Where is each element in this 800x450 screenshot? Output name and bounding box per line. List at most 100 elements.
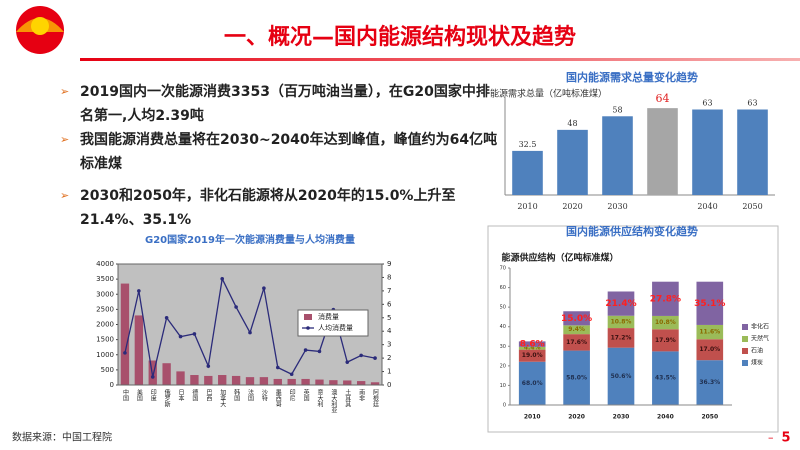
line-marker xyxy=(164,315,169,320)
share-label: 17.6% xyxy=(566,339,587,346)
bar xyxy=(692,109,723,195)
bar xyxy=(218,375,227,385)
bar xyxy=(245,377,255,385)
x-tick-label: 英国 xyxy=(302,388,309,402)
x-tick-label: 韩国 xyxy=(233,388,240,402)
chart-title: G20国家2019年一次能源消费量与人均消费量 xyxy=(145,233,355,246)
x-tick-label: 2050 xyxy=(742,202,762,211)
y-tick-label: 0 xyxy=(110,381,114,389)
y-tick-label: 500 xyxy=(101,366,114,374)
bar xyxy=(148,360,157,385)
y-tick-label: 3000 xyxy=(96,290,114,298)
y2-tick-label: 0 xyxy=(387,381,391,389)
bar-segment xyxy=(518,346,546,350)
share-label: 17.0% xyxy=(699,346,720,353)
x-tick-label: 美国 xyxy=(135,388,142,402)
legend-label: 煤炭 xyxy=(751,359,763,367)
share-label: 58.0% xyxy=(566,374,587,381)
y2-tick-label: 2 xyxy=(387,354,391,362)
x-tick-label: 澳大利亚 xyxy=(330,388,337,413)
logo xyxy=(16,6,64,54)
x-tick-label: 墨西哥 xyxy=(274,389,281,408)
share-label: 9.4% xyxy=(568,326,585,333)
x-tick-label: 巴西 xyxy=(205,389,212,402)
bullet: 2030和2050年，非化石能源将从2020年的15.0%上升至21.4%、35… xyxy=(60,184,500,232)
share-label: 17.9% xyxy=(655,337,676,344)
share-label: 10.8% xyxy=(655,319,676,326)
y-tick-label: 40 xyxy=(500,324,506,330)
legend-swatch xyxy=(742,360,748,366)
legend-swatch xyxy=(742,336,748,342)
chart-frame xyxy=(487,225,779,433)
line-marker xyxy=(178,334,183,339)
line-marker xyxy=(192,332,197,336)
line-marker xyxy=(262,286,266,291)
y-tick-label: 1000 xyxy=(96,351,114,359)
bar-segment xyxy=(696,360,724,405)
bar-segment xyxy=(563,311,590,326)
bar xyxy=(329,380,338,385)
y-tick-label: 20 xyxy=(500,363,506,369)
bar xyxy=(647,108,678,195)
data-label: 48 xyxy=(567,119,577,128)
data-label: 58 xyxy=(612,105,622,114)
bar-segment xyxy=(518,349,546,362)
y2-tick-label: 8 xyxy=(387,273,391,281)
line-marker xyxy=(234,305,238,309)
legend-label: 消费量 xyxy=(318,312,339,321)
page-dash: – xyxy=(768,431,774,444)
share-label: 19.0% xyxy=(522,352,543,359)
y2-tick-label: 3 xyxy=(387,341,391,349)
bar xyxy=(134,315,144,385)
source: 数据来源：中国工程院 xyxy=(12,431,112,444)
bar xyxy=(315,379,324,385)
bar-segment xyxy=(607,347,635,405)
bar xyxy=(190,375,199,385)
bar-segment xyxy=(696,339,724,361)
share-label: 36.3% xyxy=(699,379,720,386)
y-axis-label: 能源需求总量（亿吨标准煤） xyxy=(490,88,607,100)
bar xyxy=(602,116,633,195)
y-tick-label: 60 xyxy=(500,285,506,291)
bar xyxy=(120,283,130,385)
x-tick-label: 2020 xyxy=(562,202,582,211)
data-label: 64 xyxy=(656,92,670,105)
x-tick-label: 2040 xyxy=(657,414,674,421)
x-tick-label: 阿根廷 xyxy=(372,388,379,408)
bar-segment xyxy=(652,351,679,405)
x-tick-label: 2030 xyxy=(607,202,627,211)
line-marker xyxy=(275,365,280,370)
y2-tick-label: 1 xyxy=(387,368,391,376)
bar-segment xyxy=(607,328,635,348)
x-tick-label: 2020 xyxy=(568,414,585,421)
line-marker xyxy=(359,353,363,358)
bar xyxy=(301,378,310,385)
bar xyxy=(370,382,380,385)
line-marker xyxy=(220,276,225,281)
legend-swatch xyxy=(304,314,312,320)
bar-segment xyxy=(563,350,590,405)
bar xyxy=(287,378,296,385)
line-marker xyxy=(289,372,294,377)
y-tick-label: 30 xyxy=(500,344,506,350)
y2-tick-label: 5 xyxy=(387,314,391,322)
line-marker xyxy=(206,364,211,368)
chart-title: 国内能源需求总量变化趋势 xyxy=(566,70,698,84)
bar-segment xyxy=(652,281,679,316)
share-label: 27.8% xyxy=(650,294,681,304)
bar xyxy=(273,378,282,385)
bar-segment xyxy=(518,361,546,405)
line-marker xyxy=(248,330,252,335)
legend-label: 天然气 xyxy=(751,335,769,343)
x-tick-label: 2040 xyxy=(697,202,717,211)
share-label: 4.4% xyxy=(524,345,541,352)
bar xyxy=(512,150,543,195)
x-tick-label: 加拿大 xyxy=(219,388,226,408)
data-label: 32.5 xyxy=(519,140,537,149)
line-marker xyxy=(373,356,377,360)
data-label: 63 xyxy=(747,99,757,108)
y2-tick-label: 7 xyxy=(387,287,391,295)
legend-swatch xyxy=(742,324,748,330)
y-tick-label: 0 xyxy=(503,403,506,409)
